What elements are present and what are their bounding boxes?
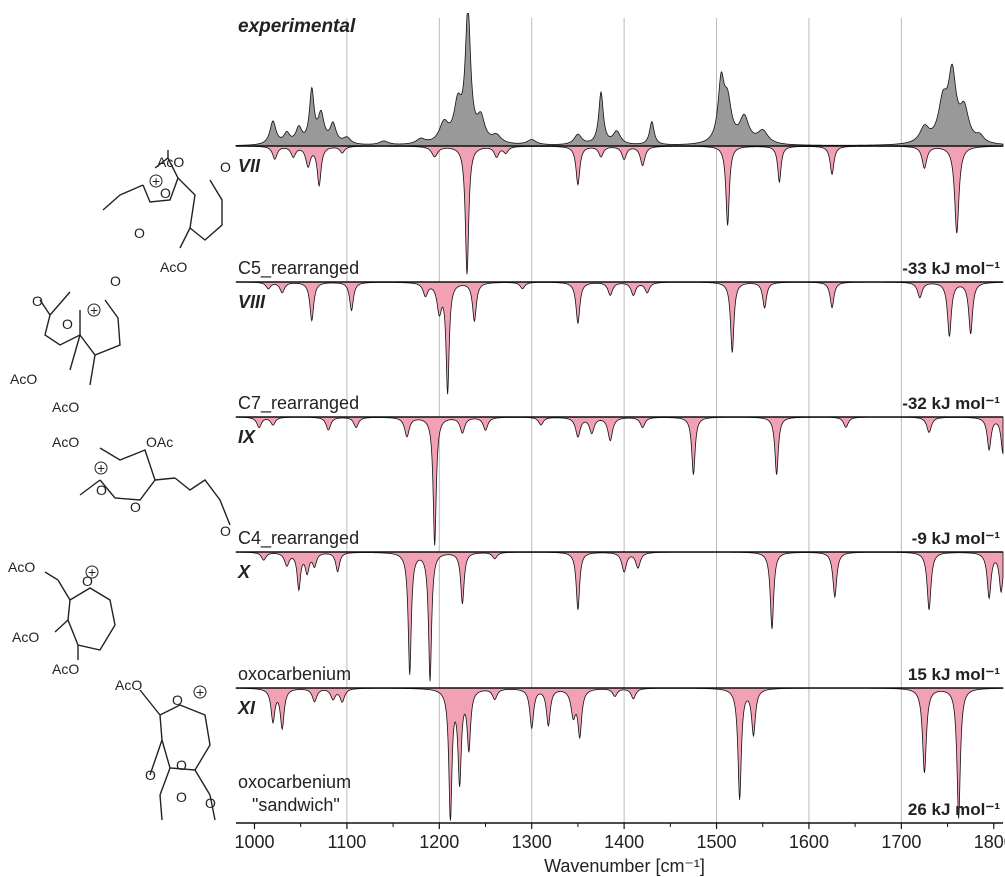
structure-ix: AcO OAc O O O + — [52, 434, 231, 539]
series-energy: 15 kJ mol⁻¹ — [908, 665, 1000, 684]
structure-label: O — [220, 159, 231, 175]
molecular-structures: AcO O O O AcO + O O O AcO AcO + — [8, 150, 231, 821]
structure-label: AcO — [10, 371, 37, 387]
series-energy: 26 kJ mol⁻¹ — [908, 800, 1000, 819]
x-tick-label: 1300 — [512, 832, 552, 852]
series-name: C5_rearranged — [238, 258, 359, 279]
series-roman-label: XI — [237, 698, 256, 718]
calculated-spectrum-vii — [235, 145, 1004, 275]
x-axis: 1000 1100 1200 1300 1400 1500 1600 1700 1800 Wave… — [234, 823, 1005, 876]
series-name: C7_rearranged — [238, 393, 359, 414]
structure-label: AcO — [157, 154, 184, 170]
series-name: oxocarbenium — [238, 772, 351, 792]
series-roman-label: VIII — [238, 292, 266, 312]
x-tick-label: 1500 — [697, 832, 737, 852]
x-tick-label: 1400 — [604, 832, 644, 852]
structure-vii: AcO O O O AcO + — [102, 150, 231, 275]
plus-icon: + — [97, 460, 105, 476]
x-tick-label: 1800 — [974, 832, 1005, 852]
structure-label: O — [176, 757, 187, 773]
structure-label: AcO — [52, 661, 79, 677]
plus-icon: + — [90, 302, 98, 318]
structure-label: AcO — [12, 629, 39, 645]
experimental-label: experimental — [238, 16, 356, 37]
plus-icon: + — [196, 684, 204, 700]
structure-label: O — [176, 789, 187, 805]
structure-label: AcO — [52, 434, 79, 450]
series-name: C4_rearranged — [238, 528, 359, 549]
structure-label: O — [82, 573, 93, 589]
structure-label: O — [160, 185, 171, 201]
structure-x: AcO O AcO AcO + — [8, 559, 116, 677]
series-energy: -32 kJ mol⁻¹ — [902, 394, 1000, 413]
series-name: "sandwich" — [252, 795, 340, 815]
structure-label: O — [205, 795, 216, 811]
structure-label: O — [130, 499, 141, 515]
spectra-panels — [235, 13, 1004, 824]
series-energy: -33 kJ mol⁻¹ — [902, 259, 1000, 278]
series-energy: -9 kJ mol⁻¹ — [912, 529, 1001, 548]
x-tick-label: 1200 — [419, 832, 459, 852]
structure-label: AcO — [160, 259, 187, 275]
structure-viii: O O O AcO AcO + — [10, 273, 121, 415]
structure-label: O — [62, 316, 73, 332]
structure-label: O — [96, 482, 107, 498]
x-tick-label: 1100 — [328, 832, 367, 852]
series-roman-label: IX — [238, 427, 256, 447]
x-tick-label: 1000 — [234, 832, 274, 852]
plus-icon: + — [88, 564, 96, 580]
x-tick-label: 1700 — [881, 832, 921, 852]
structure-label: AcO — [8, 559, 35, 575]
experimental-spectrum — [235, 13, 1004, 147]
calculated-spectrum-ix — [235, 416, 1004, 546]
calculated-spectrum-x — [235, 551, 1004, 682]
structure-label: AcO — [115, 677, 142, 693]
structure-label: O — [145, 767, 156, 783]
series-roman-label: VII — [238, 156, 261, 176]
structure-label: OAc — [146, 434, 173, 450]
structure-xi: AcO O O O O O + — [115, 677, 216, 821]
x-tick-label: 1600 — [789, 832, 829, 852]
structure-label: O — [134, 225, 145, 241]
plus-icon: + — [152, 173, 160, 189]
calculated-spectrum-xi — [235, 687, 1004, 821]
series-name: oxocarbenium — [238, 664, 351, 684]
series-roman-label: X — [237, 562, 251, 582]
panel-labels: experimental VII C5_rearranged -33 kJ mol⁻¹… — [237, 16, 1000, 819]
x-axis-label: Wavenumber [cm⁻¹] — [544, 856, 705, 876]
structure-label: O — [220, 523, 231, 539]
structure-label: AcO — [52, 399, 79, 415]
calculated-spectrum-viii — [235, 281, 1004, 395]
structure-label: O — [110, 273, 121, 289]
structure-label: O — [172, 692, 183, 708]
structure-label: O — [32, 293, 43, 309]
